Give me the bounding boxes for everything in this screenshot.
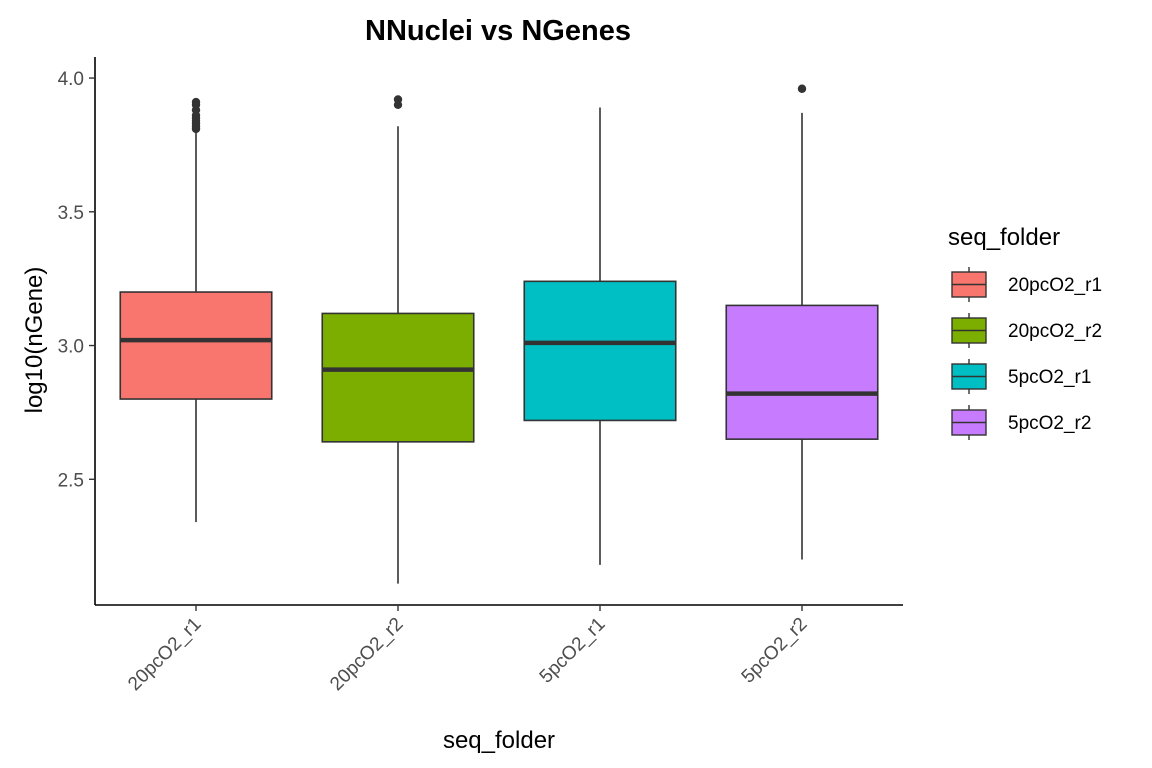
chart-title: NNuclei vs NGenes — [365, 15, 631, 47]
x-tick-label: 5pcO2_r1 — [536, 614, 610, 688]
legend-item-5pcO2_r2: 5pcO2_r2 — [951, 405, 1091, 440]
legend: 20pcO2_r1 20pcO2_r2 5pcO2_r1 5pcO2_r2 — [951, 267, 1102, 440]
legend-title: seq_folder — [948, 224, 1060, 251]
box — [523, 280, 677, 422]
y-tick-label: 2.5 — [58, 470, 84, 491]
legend-item-20pcO2_r2: 20pcO2_r2 — [951, 313, 1102, 348]
x-axis-title: seq_folder — [443, 727, 555, 754]
box — [321, 312, 475, 443]
box-group-20pcO2_r2 — [321, 95, 475, 584]
x-tick-label: 20pcO2_r2 — [326, 614, 407, 695]
box — [119, 291, 273, 400]
legend-label: 5pcO2_r1 — [1008, 367, 1091, 388]
box-group-20pcO2_r1 — [119, 97, 273, 523]
y-tick-label: 3.0 — [58, 337, 84, 358]
outlier-point — [191, 97, 201, 107]
legend-item-20pcO2_r1: 20pcO2_r1 — [951, 267, 1102, 302]
box-group-5pcO2_r2 — [725, 84, 879, 560]
y-tick-label: 3.5 — [58, 203, 84, 224]
legend-item-5pcO2_r1: 5pcO2_r1 — [951, 359, 1091, 394]
legend-label: 5pcO2_r2 — [1008, 413, 1091, 434]
box — [725, 304, 879, 440]
y-tick-label: 4.0 — [58, 69, 84, 90]
x-tick-label: 20pcO2_r1 — [124, 614, 205, 695]
legend-label: 20pcO2_r1 — [1008, 275, 1102, 296]
outlier-point — [797, 84, 807, 93]
plot-area: 2.5 3.0 3.5 4.0 20pcO2_r1 20pcO2_r2 5pcO2_r1 5p… — [58, 57, 903, 695]
legend-label: 20pcO2_r2 — [1008, 321, 1102, 342]
outlier-point — [393, 95, 403, 104]
x-tick-label: 5pcO2_r2 — [738, 614, 812, 688]
y-axis-title: log10(nGene) — [21, 267, 48, 414]
box-group-5pcO2_r1 — [523, 107, 677, 565]
